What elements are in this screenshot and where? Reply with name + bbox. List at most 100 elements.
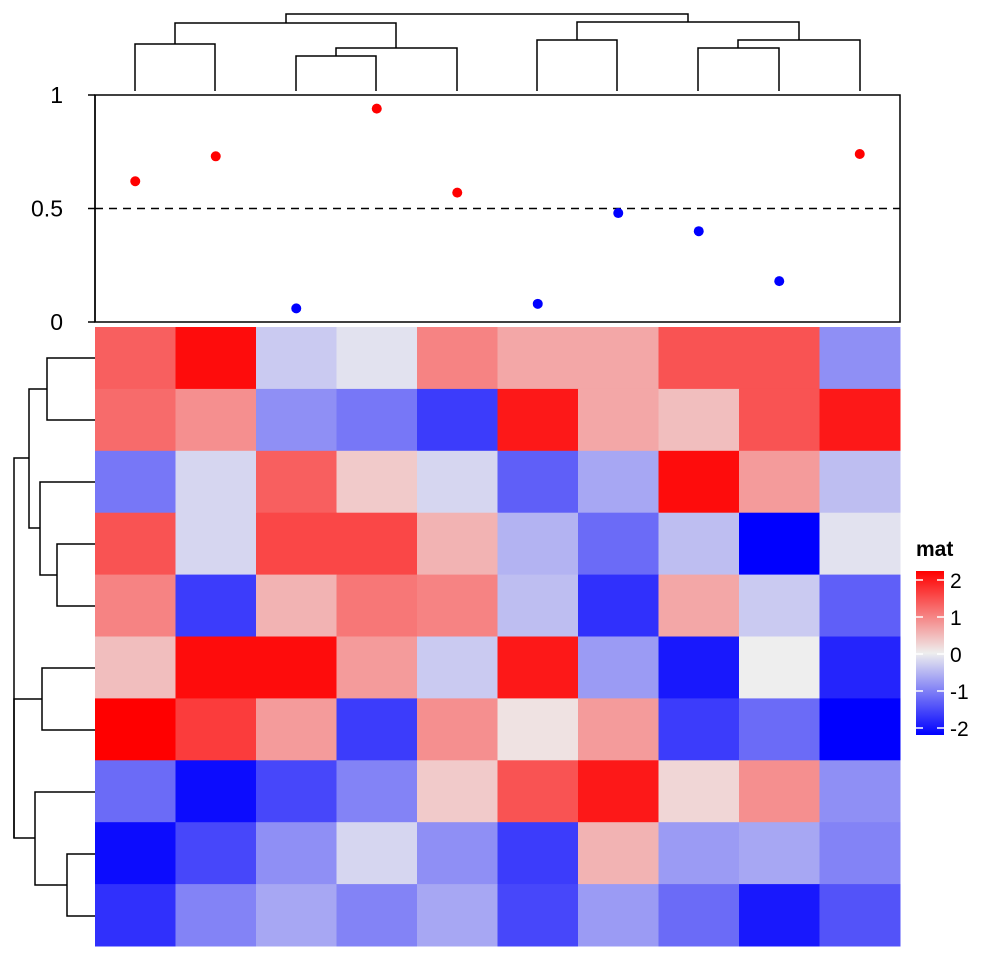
heatmap-cell xyxy=(497,884,579,947)
row-dendrogram xyxy=(13,357,95,917)
heatmap-cell xyxy=(578,574,659,637)
y-tick-label: 0.5 xyxy=(31,196,63,222)
heatmap-cell xyxy=(256,636,337,699)
heatmap-cell xyxy=(336,450,418,514)
heatmap-cell xyxy=(175,574,257,637)
heatmap-cell xyxy=(658,512,740,576)
heatmap-cell xyxy=(95,450,176,514)
heatmap-cell xyxy=(175,450,257,514)
heatmap-cell xyxy=(658,327,740,390)
heatmap-cell xyxy=(417,822,498,885)
legend-tick-label: 1 xyxy=(950,607,962,630)
heatmap-cell xyxy=(336,388,418,452)
heatmap-cell xyxy=(95,698,176,761)
heatmap-cell xyxy=(658,388,740,452)
heatmap-cell xyxy=(658,822,740,885)
heatmap-cell xyxy=(175,512,257,576)
heatmap-cell xyxy=(739,884,820,947)
heatmap-cell xyxy=(336,636,418,699)
heatmap-cell xyxy=(417,327,498,390)
heatmap-cell xyxy=(739,450,820,514)
legend-tick-label: -1 xyxy=(950,681,969,704)
scatter-point xyxy=(774,276,785,287)
heatmap-cell xyxy=(658,884,740,947)
heatmap-cell xyxy=(417,760,498,823)
color-legend: mat 2 1 0 -1 -2 xyxy=(916,538,969,741)
scatter-point xyxy=(693,226,704,237)
heatmap-cell xyxy=(417,636,498,699)
heatmap-cell xyxy=(336,327,418,390)
heatmap-cell xyxy=(658,574,740,637)
heatmap-cell xyxy=(175,822,257,885)
heatmap-cell xyxy=(658,760,740,823)
y-tick-label: 0 xyxy=(50,309,63,335)
y-tick-label: 1 xyxy=(50,82,63,108)
heatmap-cell xyxy=(497,388,579,452)
heatmap-cell xyxy=(819,512,901,576)
heatmap-cell xyxy=(95,822,176,885)
scatter-point xyxy=(291,303,302,314)
scatter-point xyxy=(371,103,382,114)
heatmap-cell xyxy=(658,698,740,761)
legend-tick-label: 0 xyxy=(950,644,962,667)
heatmap-cell xyxy=(175,698,257,761)
heatmap-cell xyxy=(497,574,579,637)
heatmap-cell xyxy=(497,698,579,761)
legend-colorbar xyxy=(916,571,944,735)
heatmap-cell xyxy=(739,574,820,637)
scatter-point xyxy=(130,176,141,187)
heatmap-cell xyxy=(497,450,579,514)
heatmap-cell xyxy=(175,636,257,699)
annotation-frame xyxy=(94,94,901,323)
heatmap-cell xyxy=(578,388,659,452)
heatmap-cell xyxy=(95,574,176,637)
heatmap-cell xyxy=(578,822,659,885)
heatmap-cell xyxy=(739,822,820,885)
heatmap-cell xyxy=(819,698,901,761)
heatmap-cell xyxy=(256,388,337,452)
heatmap-cell xyxy=(175,388,257,452)
heatmap-cell xyxy=(578,450,659,514)
heatmap-cell xyxy=(175,760,257,823)
heatmap-cell xyxy=(256,327,337,390)
heatmap-cell xyxy=(578,698,659,761)
heatmap-cell xyxy=(256,822,337,885)
heatmap-cell xyxy=(256,512,337,576)
heatmap-cell xyxy=(739,698,820,761)
heatmap-cell xyxy=(739,327,820,390)
heatmap-cell xyxy=(497,760,579,823)
heatmap-cell xyxy=(578,512,659,576)
legend-tick-label: -2 xyxy=(950,718,969,741)
heatmap-cell xyxy=(417,574,498,637)
heatmap-cell xyxy=(95,327,176,390)
heatmap-cell xyxy=(739,636,820,699)
heatmap-cell xyxy=(336,822,418,885)
heatmap-cell xyxy=(819,822,901,885)
heatmap-cell xyxy=(336,698,418,761)
heatmap-cell xyxy=(739,388,820,452)
heatmap-cell xyxy=(417,884,498,947)
heatmap-cell xyxy=(417,388,498,452)
heatmap-cell xyxy=(819,574,901,637)
heatmap-cell xyxy=(819,884,901,947)
heatmap-cell xyxy=(95,512,176,576)
heatmap-cell xyxy=(578,636,659,699)
heatmap-cell xyxy=(417,698,498,761)
heatmap-cell xyxy=(95,636,176,699)
heatmap-cell xyxy=(497,327,579,390)
heatmap-cell xyxy=(578,327,659,390)
heatmap-cell xyxy=(819,636,901,699)
heatmap-cell xyxy=(256,574,337,637)
heatmap-cell xyxy=(819,388,901,452)
heatmap-cell xyxy=(417,450,498,514)
heatmap-cell xyxy=(95,760,176,823)
heatmap-cell xyxy=(175,884,257,947)
legend-tick-label: 2 xyxy=(950,570,962,593)
heatmap-cell xyxy=(256,698,337,761)
heatmap-cell xyxy=(95,388,176,452)
heatmap-cell xyxy=(175,327,257,390)
heatmap-cell xyxy=(739,760,820,823)
scatter-point xyxy=(854,149,865,160)
scatter-point xyxy=(210,151,221,162)
